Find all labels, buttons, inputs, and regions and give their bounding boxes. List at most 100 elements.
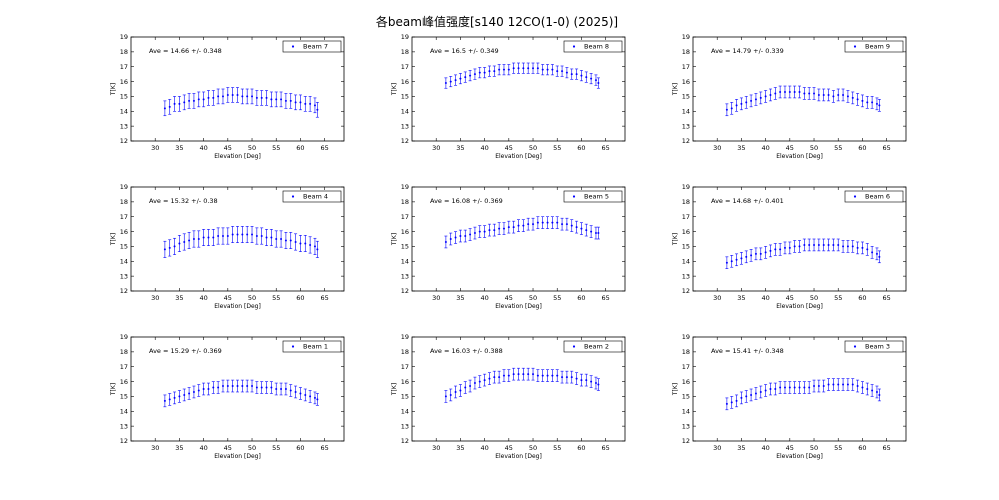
x-tick-label: 60 (296, 144, 304, 152)
data-point (464, 76, 467, 79)
data-point (280, 238, 283, 240)
x-tick-label: 65 (882, 294, 890, 302)
data-point (197, 389, 200, 392)
series-beam-9 (725, 85, 881, 117)
legend-box (563, 340, 623, 353)
data-point (861, 386, 864, 389)
data-point (289, 239, 292, 242)
x-tick-label: 35 (737, 444, 745, 452)
data-point (798, 386, 801, 389)
data-point (817, 385, 820, 388)
data-point (527, 67, 530, 70)
x-axis-label: Elevation [Deg] (214, 303, 261, 310)
data-point (546, 68, 549, 71)
y-tick-label: 18 (682, 348, 690, 356)
data-point (163, 107, 166, 110)
data-point (832, 383, 835, 386)
data-point (309, 102, 312, 105)
data-point (265, 236, 268, 239)
data-point (221, 95, 224, 98)
data-point (522, 224, 525, 227)
data-point (822, 243, 825, 246)
x-tick-label: 45 (505, 144, 513, 152)
data-point (313, 396, 316, 399)
y-tick-label: 17 (120, 213, 128, 221)
y-tick-label: 12 (682, 137, 690, 145)
data-point (309, 243, 312, 246)
y-tick-label: 12 (401, 437, 409, 445)
x-tick-label: 50 (529, 444, 537, 452)
data-point (536, 221, 539, 224)
x-tick-label: 65 (320, 444, 328, 452)
data-point (793, 90, 796, 93)
x-tick-label: 30 (713, 144, 721, 152)
x-tick-label: 40 (480, 144, 488, 152)
y-tick-label: 18 (120, 48, 128, 56)
data-point (832, 243, 835, 246)
data-point (861, 246, 864, 249)
x-tick-label: 40 (480, 444, 488, 452)
data-point (764, 389, 767, 392)
y-tick-label: 16 (682, 78, 690, 86)
data-point (265, 386, 268, 389)
legend-label: Beam 4 (303, 193, 328, 201)
legend-box (282, 340, 342, 353)
x-tick-label: 45 (505, 444, 513, 452)
data-point (469, 74, 472, 77)
panel-beam-1: 30 35 40 45 50 55 60 65 12 13 14 15 16 17 18 19 Elevatio… (110, 333, 345, 460)
data-point (197, 98, 200, 101)
data-point (740, 257, 743, 260)
legend-label: Beam 7 (303, 43, 328, 51)
y-tick-label: 19 (682, 33, 690, 41)
x-axis-label: Elevation [Deg] (495, 453, 542, 460)
x-tick-label: 60 (577, 294, 585, 302)
axes-frame (130, 186, 345, 292)
data-point (473, 73, 476, 76)
data-point (183, 101, 186, 104)
x-tick-label: 60 (577, 144, 585, 152)
x-tick-label: 30 (151, 294, 159, 302)
y-axis-label: T[K] (391, 83, 398, 96)
data-point (585, 379, 588, 382)
data-point (192, 99, 195, 102)
data-point (570, 73, 573, 76)
x-tick-label: 30 (151, 444, 159, 452)
x-tick-label: 55 (834, 294, 842, 302)
data-point (783, 246, 786, 249)
axes-frame (411, 36, 626, 142)
legend-box (844, 190, 904, 203)
legend-label: Beam 1 (303, 343, 328, 351)
data-point (832, 95, 835, 98)
data-point (561, 223, 564, 226)
data-point (842, 93, 845, 96)
data-point (498, 68, 501, 71)
data-point (597, 232, 600, 235)
data-point (241, 233, 244, 236)
data-point (856, 385, 859, 388)
data-point (270, 386, 273, 389)
data-point (299, 101, 302, 104)
data-point (808, 92, 811, 95)
data-point (837, 93, 840, 96)
panel-beam-4: 30 35 40 45 50 55 60 65 12 13 14 15 16 17 18 19 Elevatio… (110, 183, 345, 310)
x-tick-label: 50 (248, 444, 256, 452)
data-point (469, 385, 472, 388)
x-tick-label: 65 (320, 144, 328, 152)
data-point (289, 99, 292, 102)
data-point (304, 242, 307, 245)
data-point (730, 107, 733, 110)
data-point (507, 374, 510, 377)
data-point (488, 377, 491, 380)
data-point (783, 90, 786, 93)
data-point (597, 383, 600, 386)
x-tick-label: 60 (858, 294, 866, 302)
data-point (779, 248, 782, 251)
y-tick-label: 12 (682, 437, 690, 445)
data-point (759, 96, 762, 99)
x-tick-label: 60 (296, 444, 304, 452)
data-point (856, 98, 859, 101)
y-axis-label: T[K] (110, 383, 117, 396)
y-tick-label: 14 (401, 107, 409, 115)
data-point (221, 385, 224, 388)
